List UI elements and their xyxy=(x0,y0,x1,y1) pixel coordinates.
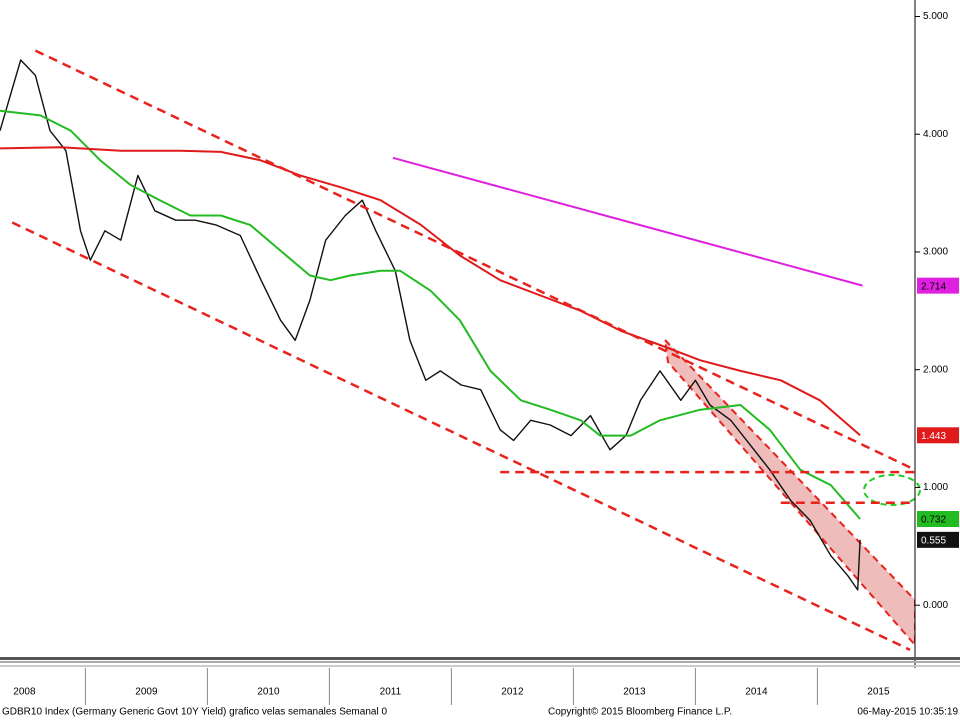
channel-shade xyxy=(663,337,915,647)
x-tick-label: 2013 xyxy=(623,687,646,698)
y-tick-label: 1.000 xyxy=(923,482,948,493)
x-tick-label: 2008 xyxy=(13,687,36,698)
plot-area xyxy=(0,49,915,652)
last-value-label: 1.443 xyxy=(921,431,946,442)
axis-band xyxy=(0,665,960,667)
last-value-box xyxy=(917,531,959,548)
x-tick-label: 2012 xyxy=(501,687,524,698)
x-tick-label: 2011 xyxy=(380,687,402,698)
last-value-box xyxy=(917,277,959,294)
series-line xyxy=(0,59,861,591)
last-value-box xyxy=(917,427,959,444)
x-tick-label: 2015 xyxy=(867,687,890,698)
series-line xyxy=(0,146,861,437)
axes: 0.000 1.000 2.000 3.000 4.000 5.000 2008 2009 20… xyxy=(13,11,959,705)
footer-right: 06-May-2015 10:35:19 xyxy=(857,707,958,718)
footer-center: Copyright© 2015 Bloomberg Finance L.P. xyxy=(548,707,732,718)
series-line xyxy=(392,156,863,287)
axis-band xyxy=(0,657,960,660)
last-value-label: 2.714 xyxy=(921,281,946,292)
y-tick-label: 3.000 xyxy=(923,247,948,258)
x-tick-label: 2009 xyxy=(135,687,158,698)
footer-left: GDBR10 Index (Germany Generic Govt 10Y Y… xyxy=(2,707,387,718)
highlight-ellipse xyxy=(863,474,921,506)
last-value-label: 0.555 xyxy=(921,535,946,546)
y-tick-label: 4.000 xyxy=(923,129,948,140)
y-tick-label: 5.000 xyxy=(923,11,948,22)
trend-line xyxy=(11,221,911,652)
y-tick-label: 0.000 xyxy=(923,600,948,611)
trend-line xyxy=(34,49,915,471)
x-tick-label: 2014 xyxy=(745,687,768,698)
x-tick-label: 2010 xyxy=(257,687,280,698)
last-value-label: 0.732 xyxy=(921,515,946,526)
axis-band xyxy=(0,661,960,663)
series-line xyxy=(0,109,861,520)
y-tick-label: 2.000 xyxy=(923,364,948,375)
last-value-box xyxy=(917,511,959,528)
